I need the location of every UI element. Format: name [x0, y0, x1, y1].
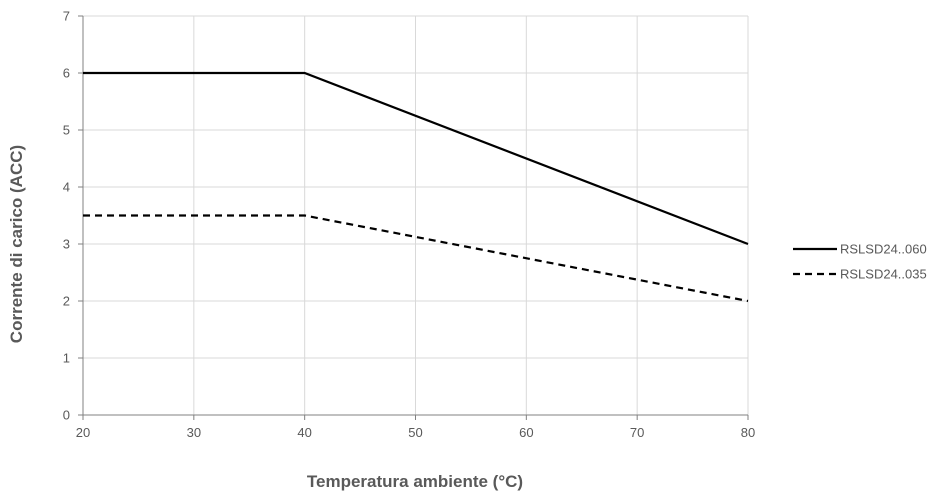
x-tick-label: 80	[741, 425, 755, 440]
x-axis-title: Temperatura ambiente (°C)	[307, 472, 523, 491]
y-tick-label: 2	[63, 294, 70, 309]
y-tick-label: 4	[63, 180, 70, 195]
x-tick-label: 20	[76, 425, 90, 440]
x-tick-label: 40	[297, 425, 311, 440]
y-tick-label: 1	[63, 351, 70, 366]
y-axis-title: Corrente di carico (ACC)	[7, 145, 26, 343]
x-tick-label: 30	[187, 425, 201, 440]
x-tick-label: 50	[408, 425, 422, 440]
y-tick-labels: 0 1 2 3 4 5 6 7	[63, 9, 70, 423]
y-tick-label: 3	[63, 237, 70, 252]
series-line-rslsd24-035	[83, 214, 749, 303]
series-line-rslsd24-060	[83, 71, 749, 246]
legend-label: RSLSD24..035	[840, 267, 927, 282]
series-lines	[83, 71, 749, 303]
y-tick-label: 6	[63, 66, 70, 81]
legend-label: RSLSD24..060	[840, 242, 927, 257]
x-tick-labels: 20 30 40 50 60 70 80	[76, 425, 755, 440]
y-tick-label: 0	[63, 408, 70, 423]
axes	[78, 15, 749, 420]
y-tick-label: 7	[63, 9, 70, 24]
x-tick-label: 70	[630, 425, 644, 440]
legend: RSLSD24..060 RSLSD24..035	[793, 242, 927, 282]
y-tick-label: 5	[63, 123, 70, 138]
x-tick-label: 60	[519, 425, 533, 440]
